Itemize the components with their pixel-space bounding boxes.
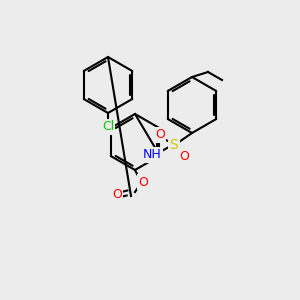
Text: Cl: Cl — [102, 121, 114, 134]
Text: O: O — [112, 188, 122, 200]
Text: O: O — [179, 151, 189, 164]
Text: NH: NH — [142, 148, 161, 161]
Text: O: O — [155, 128, 165, 142]
Text: S: S — [169, 138, 178, 152]
Text: O: O — [138, 176, 148, 188]
